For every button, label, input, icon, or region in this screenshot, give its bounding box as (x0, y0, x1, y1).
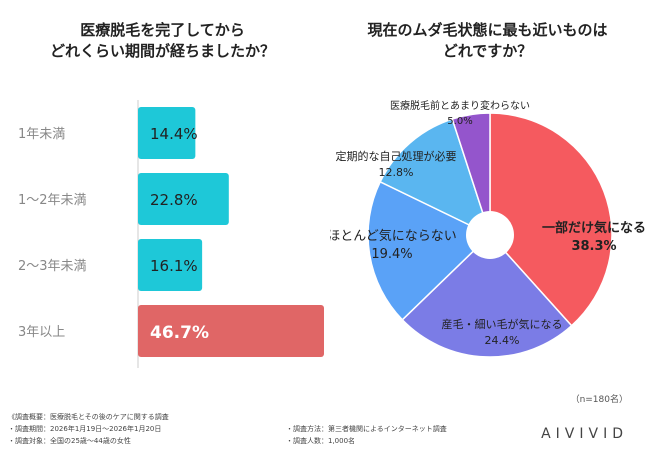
survey-info-line: ・調査人数：1,000名 (286, 437, 356, 445)
pie-slice-partially (489, 112, 613, 327)
brand-logo: AIVIVID (541, 426, 628, 442)
pie-slice-label: ほとんど気にならない (330, 228, 457, 244)
survey-info-left: 《調査概要：医療脱毛とその後のケアに関する調査 ・調査期間：2026年1月19日… (8, 411, 169, 447)
donut-hole (466, 211, 514, 259)
pie-slice-value: 24.4% (485, 334, 520, 347)
pie-slice-fine-hair (401, 233, 573, 358)
bar-chart-title-line-1: 医療脱毛を完了してから (80, 21, 245, 39)
pie-slice-barely (367, 180, 492, 321)
pie-chart: 一部だけ気になる 38.3% 産毛・細い毛が気になる 24.4% ほとんど気にならない 1… (330, 99, 646, 358)
bar-category-label: 1〜2年未満 (18, 193, 87, 208)
pie-slice-value: 12.8% (379, 166, 414, 179)
survey-info-line: 《調査概要：医療脱毛とその後のケアに関する調査 (8, 413, 169, 421)
bar-value-label: 16.1% (150, 257, 198, 275)
bar-1 (138, 107, 196, 159)
pie-chart-title-line-2: どれですか？ (442, 42, 533, 60)
bar-value-label: 14.4% (150, 125, 198, 143)
bar-category-label: 3年以上 (18, 325, 65, 340)
pie-slice-value: 38.3% (571, 239, 616, 254)
pie-slice-label: 一部だけ気になる (542, 220, 646, 236)
bar-chart: 1年未満 14.4% 1〜2年未満 22.8% 2〜3年未満 16.1% 3年以上 46.7% (18, 100, 324, 368)
bar-3 (138, 239, 203, 291)
bar-chart-title: 医療脱毛を完了してから どれくらい期間が経ちましたか？ (0, 20, 325, 62)
bar-category-label: 2〜3年未満 (18, 259, 87, 274)
pie-slice-value: 5.0% (447, 116, 472, 127)
pie-chart-title: 現在のムダ毛状態に最も近いものは どれですか？ (325, 20, 650, 62)
bar-category-label: 1年未満 (18, 127, 65, 142)
bar-4 (138, 305, 324, 357)
bar-chart-title-line-2: どれくらい期間が経ちましたか？ (49, 42, 275, 60)
pie-slice-value: 19.4% (371, 247, 412, 262)
sample-size-note: （n=180名） (570, 395, 628, 405)
bar-value-label: 46.7% (150, 323, 209, 343)
pie-slice-label: 医療脱毛前とあまり変わらない (390, 99, 530, 112)
bar-2 (138, 173, 229, 225)
survey-info-line: ・調査期間：2026年1月19日〜2026年1月20日 (8, 425, 162, 433)
survey-info-line: ・調査対象：全国の25歳〜44歳の女性 (8, 437, 131, 445)
pie-chart-title-line-1: 現在のムダ毛状態に最も近いものは (367, 21, 608, 39)
pie-slice-unchanged (451, 112, 491, 236)
pie-slice-regular-care (379, 118, 492, 237)
pie-slice-label: 産毛・細い毛が気になる (442, 317, 563, 331)
pie-slice-label: 定期的な自己処理が必要 (336, 149, 457, 163)
bar-value-label: 22.8% (150, 191, 198, 209)
survey-info-line: ・調査方法：第三者機関によるインターネット調査 (286, 425, 447, 433)
survey-info-right: ・調査方法：第三者機関によるインターネット調査 ・調査人数：1,000名 (286, 423, 447, 447)
